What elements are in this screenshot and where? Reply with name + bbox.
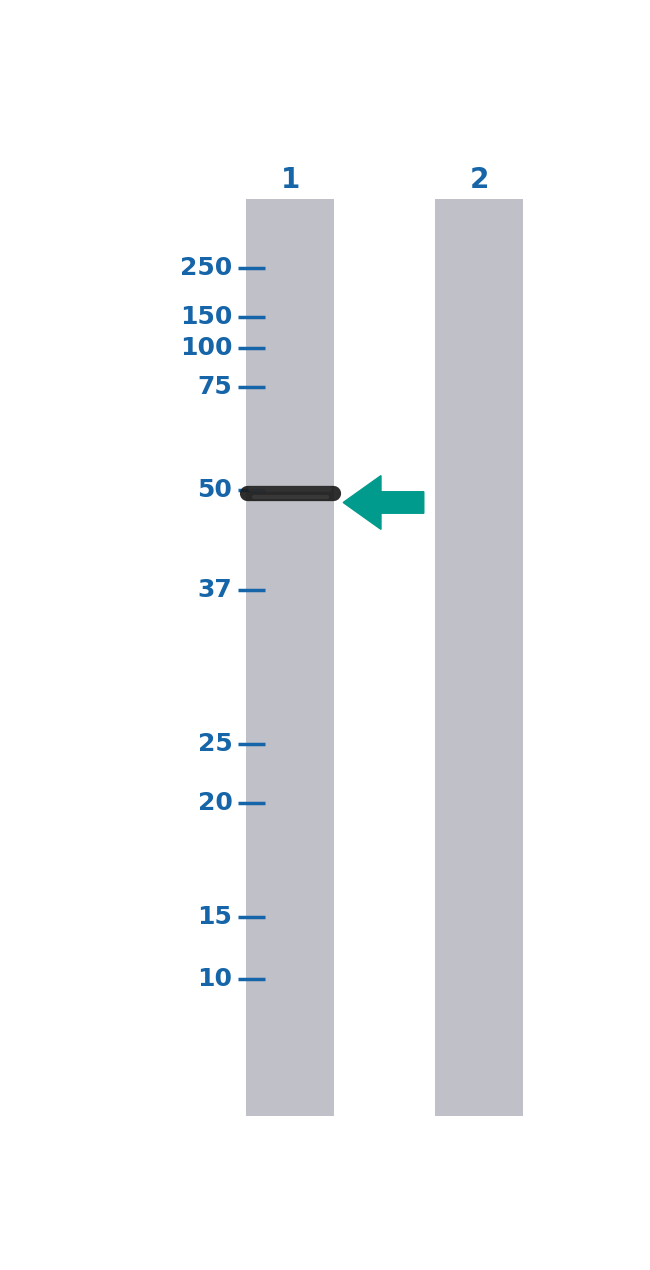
Text: 20: 20	[198, 791, 233, 814]
Text: 2: 2	[469, 166, 489, 194]
Text: 100: 100	[180, 337, 233, 359]
Text: 75: 75	[198, 375, 233, 399]
Text: 1: 1	[281, 166, 300, 194]
Text: 15: 15	[198, 906, 233, 930]
Bar	[246, 199, 334, 1115]
FancyArrow shape	[343, 475, 424, 530]
Text: 25: 25	[198, 732, 233, 756]
Text: 50: 50	[198, 478, 233, 502]
Text: 250: 250	[180, 255, 233, 279]
Bar	[435, 199, 523, 1115]
Text: 37: 37	[198, 579, 233, 602]
Text: 150: 150	[180, 305, 233, 329]
Text: 10: 10	[198, 966, 233, 991]
